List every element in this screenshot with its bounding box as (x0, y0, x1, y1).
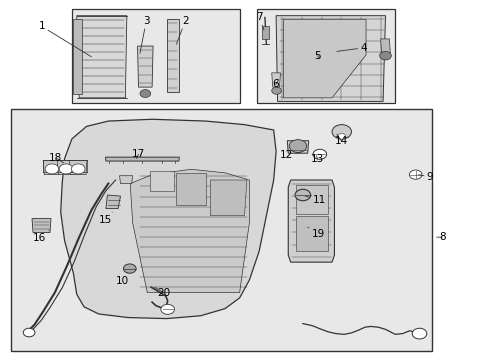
Polygon shape (295, 216, 327, 251)
Text: 5: 5 (314, 51, 321, 61)
Polygon shape (210, 180, 246, 216)
Polygon shape (149, 171, 174, 191)
Polygon shape (262, 26, 268, 39)
Polygon shape (137, 46, 153, 87)
Circle shape (271, 87, 281, 94)
Text: 18: 18 (49, 153, 63, 163)
Circle shape (23, 328, 35, 337)
Text: 12: 12 (279, 150, 300, 160)
Polygon shape (43, 160, 61, 175)
Circle shape (45, 164, 59, 174)
Polygon shape (73, 19, 81, 94)
Text: 16: 16 (33, 230, 49, 243)
Text: 1: 1 (39, 21, 91, 57)
Text: 3: 3 (140, 16, 149, 53)
Polygon shape (287, 180, 334, 262)
Text: 15: 15 (99, 212, 112, 225)
Text: 4: 4 (336, 43, 366, 53)
Circle shape (331, 125, 351, 139)
Circle shape (161, 304, 174, 314)
Circle shape (140, 90, 150, 98)
Polygon shape (32, 219, 51, 233)
Bar (72, 9, 239, 103)
Polygon shape (276, 16, 385, 102)
Circle shape (71, 164, 85, 174)
Text: 17: 17 (132, 149, 145, 159)
Text: 19: 19 (307, 227, 324, 239)
Polygon shape (119, 176, 132, 184)
Text: 13: 13 (310, 154, 324, 164)
Text: 14: 14 (334, 134, 347, 147)
Text: 2: 2 (176, 16, 188, 44)
Text: 6: 6 (272, 79, 279, 89)
Polygon shape (77, 16, 126, 98)
Bar (11, 109, 431, 351)
Circle shape (312, 149, 326, 159)
Circle shape (379, 51, 390, 60)
Circle shape (411, 328, 426, 339)
Polygon shape (130, 169, 249, 293)
Polygon shape (283, 19, 366, 98)
Bar (256, 9, 394, 103)
Text: 9: 9 (418, 172, 432, 182)
Circle shape (123, 264, 136, 273)
Circle shape (408, 170, 421, 179)
Text: 7: 7 (255, 13, 264, 30)
Polygon shape (295, 185, 327, 214)
Text: 10: 10 (115, 273, 128, 286)
Text: 11: 11 (305, 195, 325, 204)
Circle shape (337, 134, 345, 139)
Polygon shape (69, 160, 87, 175)
Polygon shape (166, 19, 179, 93)
Polygon shape (176, 173, 205, 205)
Polygon shape (105, 157, 179, 161)
Circle shape (294, 189, 310, 201)
Polygon shape (271, 73, 280, 87)
Polygon shape (61, 119, 276, 319)
Circle shape (288, 140, 306, 153)
Polygon shape (57, 160, 75, 175)
Text: 8: 8 (436, 232, 445, 242)
Circle shape (59, 164, 73, 174)
Polygon shape (380, 39, 389, 53)
Polygon shape (106, 195, 120, 208)
Polygon shape (287, 141, 308, 153)
Text: 20: 20 (154, 287, 170, 297)
